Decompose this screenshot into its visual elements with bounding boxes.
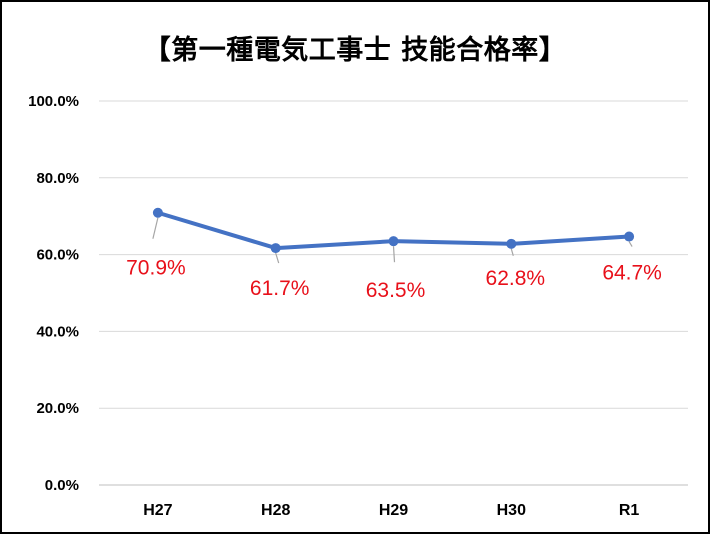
data-point [152,207,163,218]
x-axis: H27 H28 H29 H30 R1 [143,502,639,519]
data-label: 62.8% [486,267,546,290]
x-tick-label: H29 [379,502,408,519]
x-tick-label: H28 [261,502,290,519]
y-tick-label: 100.0% [28,93,79,110]
data-point [388,236,399,247]
leader-line [152,217,159,239]
leader-line [510,248,514,257]
leader-line [628,241,633,247]
y-tick-label: 0.0% [45,477,79,494]
x-tick-label: H27 [143,502,172,519]
y-tick-label: 80.0% [36,170,79,187]
x-tick-label: R1 [619,502,640,519]
data-label: 70.9% [126,257,186,280]
x-tick-label: H30 [497,502,526,519]
data-label: 63.5% [366,279,426,302]
y-tick-label: 60.0% [36,247,79,264]
data-label: 61.7% [250,277,310,300]
data-point [624,231,635,242]
leader-line [392,246,396,263]
data-label: 64.7% [602,262,662,285]
series [152,207,635,254]
data-labels: 70.9% 61.7% 63.5% 62.8% 64.7% [126,257,662,302]
chart-title: 【第一種電気工事士 技能合格率】 [143,35,567,66]
y-axis: 0.0% 20.0% 40.0% 60.0% 80.0% 100.0% [28,93,79,494]
leader-lines [152,217,633,264]
data-point [270,243,281,254]
data-point [506,238,517,249]
leader-line [275,252,280,264]
y-tick-label: 40.0% [36,323,79,340]
y-tick-label: 20.0% [36,400,79,417]
